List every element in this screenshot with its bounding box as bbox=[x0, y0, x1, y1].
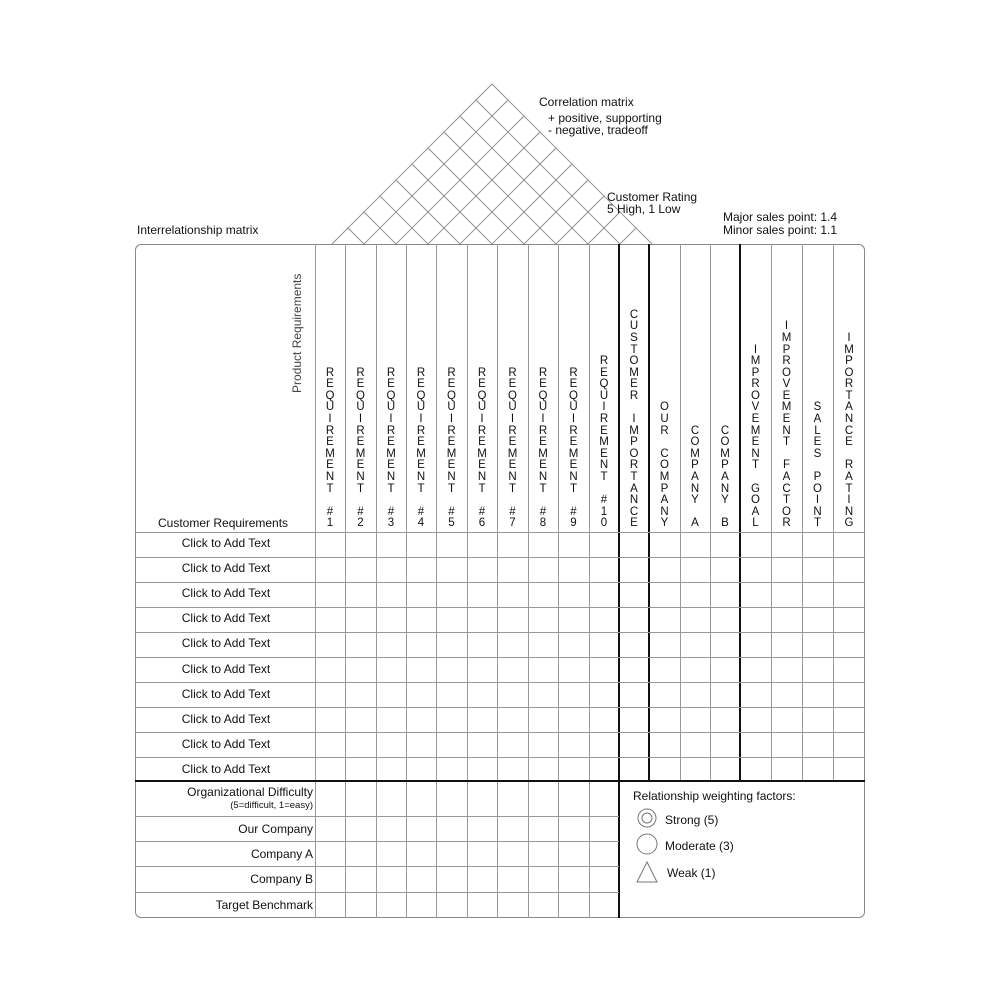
grid-divider bbox=[436, 244, 437, 918]
grid-divider bbox=[710, 244, 711, 782]
grid-divider bbox=[589, 244, 590, 918]
roof-grid-line bbox=[379, 195, 429, 244]
grid-divider bbox=[467, 244, 468, 918]
row-divider bbox=[135, 757, 865, 758]
interrelationship-matrix-label: Interrelationship matrix bbox=[137, 223, 259, 237]
correlation-positive: + positive, supporting bbox=[548, 111, 662, 125]
roof-grid-line bbox=[363, 211, 397, 244]
grid-divider bbox=[376, 244, 377, 918]
target-benchmark-row-label: Target Benchmark bbox=[215, 898, 313, 912]
our-company-row-label: Our Company bbox=[238, 822, 313, 836]
legend-moderate: Moderate (3) bbox=[665, 839, 734, 853]
row-divider bbox=[135, 657, 865, 658]
legend-strong: Strong (5) bbox=[665, 813, 719, 827]
row-divider bbox=[135, 582, 865, 583]
customer-requirements-label: Customer Requirements bbox=[158, 516, 289, 530]
roof-grid-line bbox=[555, 195, 605, 244]
grid-divider bbox=[739, 244, 741, 782]
correlation-negative: - negative, tradeoff bbox=[548, 123, 648, 137]
customer-rating-scale: 5 High, 1 Low bbox=[607, 202, 681, 216]
roof-grid-line bbox=[491, 163, 573, 244]
grid-divider bbox=[315, 244, 316, 918]
row-divider bbox=[135, 532, 865, 533]
grid-divider bbox=[345, 244, 346, 918]
section-divider bbox=[135, 780, 865, 782]
row-divider bbox=[135, 682, 865, 683]
major-sales-point: Major sales point: 1.4 bbox=[723, 210, 838, 224]
row-divider bbox=[135, 816, 619, 817]
minor-sales-point: Minor sales point: 1.1 bbox=[723, 223, 838, 237]
grid-divider bbox=[406, 244, 407, 918]
customer-requirement-cell[interactable]: Click to Add Text bbox=[181, 561, 271, 576]
matrix-frame bbox=[135, 244, 865, 918]
roof-grid-line bbox=[523, 179, 589, 244]
grid-divider bbox=[680, 244, 681, 782]
grid-divider bbox=[618, 244, 620, 918]
legend-icons bbox=[636, 808, 658, 883]
row-divider bbox=[135, 557, 865, 558]
grid-divider bbox=[771, 244, 772, 782]
roof-grid-line bbox=[411, 163, 493, 244]
roof-grid-line bbox=[427, 131, 541, 244]
legend-title: Relationship weighting factors: bbox=[633, 789, 796, 803]
company-a-row-label: Company A bbox=[250, 847, 313, 861]
grid-divider bbox=[497, 244, 498, 918]
roof-grid-line bbox=[395, 179, 461, 244]
row-divider bbox=[135, 732, 865, 733]
customer-requirement-cell[interactable]: Click to Add Text bbox=[181, 686, 271, 701]
customer-requirement-cell[interactable]: Click to Add Text bbox=[181, 761, 271, 776]
circle-icon bbox=[636, 833, 658, 855]
roof-grid-line bbox=[587, 211, 621, 244]
correlation-matrix-roof bbox=[331, 83, 653, 244]
organizational-difficulty-scale: (5=difficult, 1=easy) bbox=[230, 800, 313, 811]
correlation-title: Correlation matrix bbox=[539, 95, 634, 109]
customer-requirement-cell[interactable]: Click to Add Text bbox=[181, 711, 271, 726]
grid-divider bbox=[558, 244, 559, 918]
customer-requirement-cell[interactable]: Click to Add Text bbox=[181, 661, 271, 676]
customer-requirement-cell[interactable]: Click to Add Text bbox=[181, 611, 271, 626]
company-b-row-label: Company B bbox=[250, 872, 313, 886]
customer-requirement-cell[interactable]: Click to Add Text bbox=[181, 536, 271, 550]
customer-requirement-cell[interactable]: Click to Add Text bbox=[181, 586, 271, 601]
customer-requirement-cell[interactable]: Click to Add Text bbox=[181, 736, 271, 751]
row-divider bbox=[135, 866, 619, 867]
roof-grid-line bbox=[443, 131, 557, 244]
row-divider bbox=[135, 707, 865, 708]
grid-divider bbox=[833, 244, 834, 782]
product-requirements-label: Product Requirements bbox=[290, 273, 304, 393]
double-circle-icon bbox=[637, 808, 657, 828]
customer-requirement-cell[interactable]: Click to Add Text bbox=[181, 636, 271, 651]
grid-divider bbox=[528, 244, 529, 918]
row-divider bbox=[135, 841, 619, 842]
customer-rating-title: Customer Rating bbox=[607, 190, 698, 204]
triangle-icon bbox=[636, 860, 658, 883]
organizational-difficulty-label: Organizational Difficulty (5=difficult, … bbox=[140, 786, 313, 812]
organizational-difficulty-text: Organizational Difficulty bbox=[187, 785, 313, 799]
row-divider bbox=[135, 632, 865, 633]
grid-divider bbox=[648, 244, 650, 782]
legend-weak: Weak (1) bbox=[667, 866, 716, 880]
row-divider bbox=[135, 892, 619, 893]
row-divider bbox=[135, 607, 865, 608]
grid-divider bbox=[802, 244, 803, 782]
